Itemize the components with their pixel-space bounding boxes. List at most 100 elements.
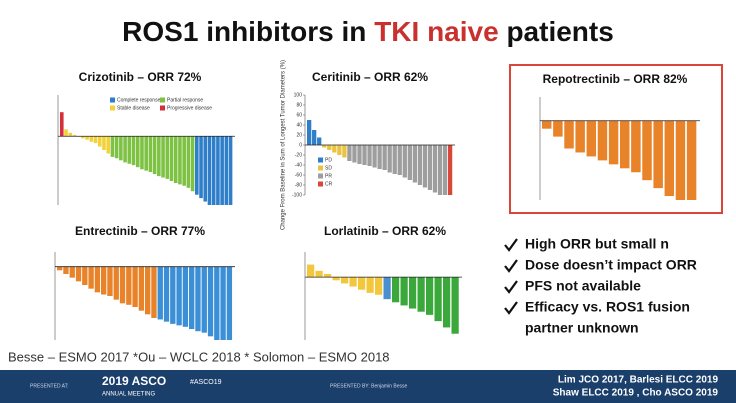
- footer-presenter: PRESENTED BY: Benjamin Besse: [330, 383, 407, 389]
- y-tick-label: 40: [296, 122, 302, 128]
- bar: [163, 266, 170, 322]
- bar: [207, 266, 214, 337]
- bar: [432, 145, 438, 193]
- bar: [226, 266, 233, 340]
- bar: [113, 266, 119, 300]
- check-icon: [504, 238, 518, 252]
- bar: [307, 264, 315, 278]
- bar: [106, 136, 111, 154]
- bar: [82, 266, 88, 285]
- footer-label: PRESENTED AT:: [30, 383, 69, 389]
- bar: [312, 130, 317, 145]
- bar: [114, 136, 119, 159]
- bar: [317, 137, 322, 145]
- bar: [89, 136, 94, 142]
- title-highlight: TKI naive: [374, 16, 498, 47]
- bar: [342, 145, 347, 158]
- highlight-box: [509, 64, 723, 214]
- bar: [352, 145, 357, 163]
- y-axis-label: Change From Baseline in Sum of Longest T…: [281, 60, 287, 230]
- bar: [199, 136, 203, 199]
- bar: [653, 120, 663, 189]
- bar: [57, 266, 63, 271]
- check-icon: [504, 259, 518, 273]
- legend-swatch: [318, 157, 323, 163]
- bar: [358, 277, 366, 290]
- bar: [387, 145, 392, 173]
- legend-swatch: [160, 97, 165, 103]
- bar: [315, 270, 323, 278]
- bar: [190, 136, 195, 192]
- panel-title: Crizotinib – ORR 72%: [79, 70, 202, 84]
- bar: [132, 266, 138, 307]
- bar: [157, 136, 161, 177]
- bar: [72, 134, 77, 137]
- bar: [207, 136, 212, 205]
- bar: [195, 136, 199, 195]
- bar: [383, 277, 391, 300]
- footer-meeting: ANNUAL MEETING: [102, 392, 155, 398]
- legend-label: Partial response: [167, 97, 203, 103]
- bar: [392, 277, 400, 303]
- bar: [178, 136, 182, 185]
- bar: [409, 277, 417, 309]
- legend-label: Complete response: [117, 97, 161, 103]
- bar: [220, 266, 226, 340]
- checks: [504, 238, 518, 315]
- y-tick-label: -40: [295, 162, 302, 168]
- bar: [81, 136, 85, 139]
- bar: [69, 266, 75, 278]
- bar: [400, 277, 408, 306]
- footer-bar: [0, 370, 736, 403]
- bar: [85, 136, 89, 140]
- bar: [422, 145, 428, 188]
- bar: [131, 136, 136, 166]
- bar: [442, 145, 448, 195]
- bar: [686, 120, 697, 200]
- bar: [145, 266, 151, 315]
- bar: [186, 136, 191, 188]
- y-tick-label: 20: [296, 132, 302, 138]
- bar: [182, 266, 189, 327]
- bar: [140, 136, 144, 170]
- bar: [64, 129, 68, 137]
- bar: [620, 120, 630, 169]
- bar: [63, 266, 69, 274]
- bar: [68, 132, 73, 137]
- bar: [170, 266, 176, 324]
- bar: [608, 120, 619, 165]
- bar: [94, 266, 101, 293]
- bar: [189, 266, 195, 329]
- bar: [97, 136, 102, 147]
- bar: [412, 145, 418, 183]
- legend-swatch: [318, 173, 323, 179]
- legend-swatch: [318, 165, 323, 171]
- footer-ref: Lim JCO 2017, Barlesi ELCC 2019: [558, 375, 719, 386]
- bar: [542, 120, 552, 129]
- footer-logo: 2019 ASCO: [102, 374, 166, 388]
- bar: [203, 136, 208, 202]
- bar: [214, 266, 220, 340]
- y-tick-label: -60: [295, 172, 302, 178]
- bar: [88, 266, 94, 289]
- bar: [451, 277, 459, 334]
- legend-label: PD: [325, 157, 332, 163]
- bar: [575, 120, 585, 153]
- bar: [216, 136, 220, 205]
- legend-swatch: [110, 105, 115, 111]
- legend-swatch: [318, 181, 323, 187]
- bullet: High ORR but small n: [525, 236, 669, 252]
- bar: [397, 145, 402, 175]
- bar: [407, 145, 412, 180]
- panel-title: Lorlatinib – ORR 62%: [324, 224, 446, 238]
- bar: [347, 145, 352, 161]
- bar: [138, 266, 145, 311]
- bar: [201, 266, 207, 333]
- panel-title: Entrectinib – ORR 77%: [75, 224, 205, 238]
- bar: [392, 145, 397, 174]
- slide-title: ROS1 inhibitors in TKI naive patients: [122, 16, 614, 47]
- bar: [176, 266, 182, 326]
- legend-swatch: [160, 105, 165, 111]
